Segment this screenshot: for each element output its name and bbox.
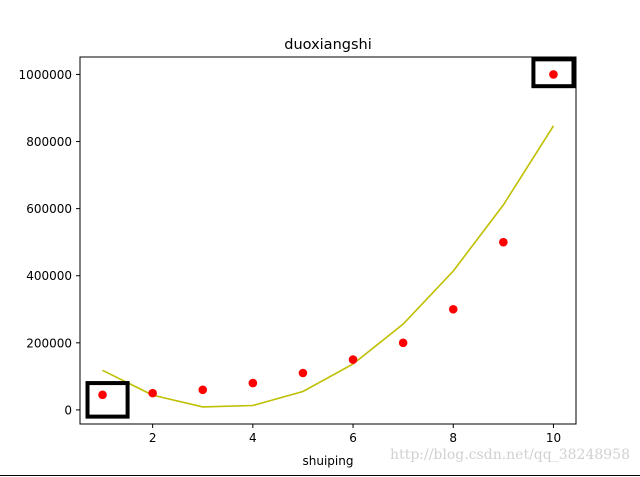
watermark: http://blog.csdn.net/qq_38248958	[390, 447, 630, 463]
plot-area	[85, 57, 576, 419]
x-tick-label: 6	[349, 431, 357, 445]
x-tick-label: 8	[449, 431, 457, 445]
data-point	[549, 70, 558, 79]
y-tick-label: 400000	[26, 269, 72, 283]
x-axis-title: shuiping	[303, 454, 354, 468]
data-point	[198, 385, 208, 395]
data-point	[148, 388, 157, 398]
chart-title: duoxiangshi	[284, 37, 371, 53]
data-point	[448, 304, 458, 314]
highlight-box	[85, 381, 130, 419]
y-tick-label: 200000	[26, 336, 72, 350]
bottom-divider	[0, 475, 640, 476]
highlight-box	[531, 57, 576, 89]
data-point	[98, 390, 107, 400]
axes: 2 4 6 8 10 0 200000 400000 600000 800000 1000000	[19, 56, 577, 445]
y-tick-label: 600000	[26, 202, 72, 216]
fit-curve-line	[102, 125, 555, 408]
data-point	[248, 378, 258, 388]
x-tick-label: 2	[149, 431, 157, 445]
axes-frame	[79, 56, 577, 425]
y-tick-label: 0	[64, 403, 72, 417]
y-tick-label: 800000	[26, 135, 72, 149]
data-point	[298, 368, 308, 378]
y-tick-label: 1000000	[19, 68, 72, 82]
data-point	[348, 355, 358, 364]
data-point	[499, 237, 508, 247]
x-tick-label: 10	[546, 431, 561, 445]
x-tick-label: 4	[249, 431, 257, 445]
data-point	[398, 338, 408, 348]
